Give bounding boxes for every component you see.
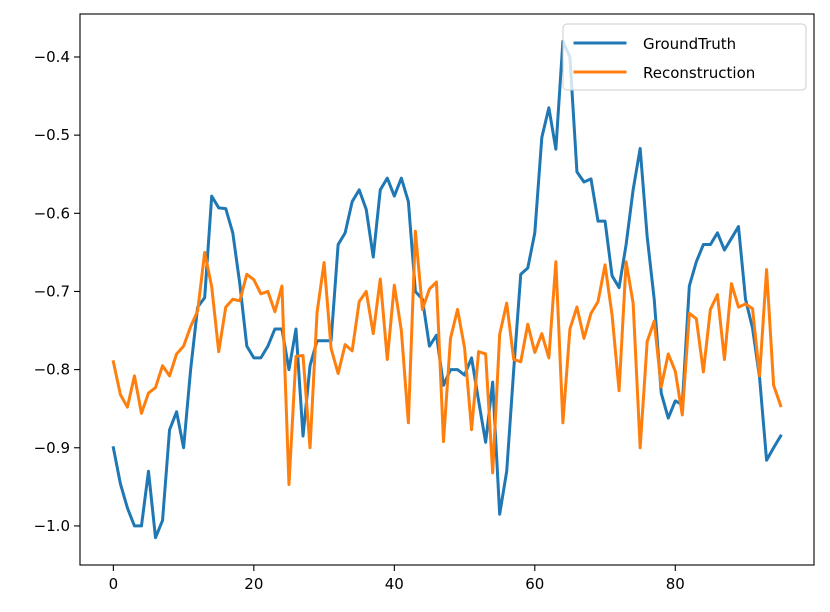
y-tick-label: −0.6 bbox=[34, 204, 70, 222]
series-layer bbox=[111, 39, 783, 540]
x-tick-label: 60 bbox=[525, 575, 544, 593]
y-tick-label: −0.9 bbox=[34, 439, 70, 457]
x-tick-label: 20 bbox=[244, 575, 263, 593]
y-tick-label: −1.0 bbox=[34, 517, 70, 535]
legend-label-reconstruction: Reconstruction bbox=[643, 64, 755, 82]
x-tick-label: 40 bbox=[385, 575, 404, 593]
x-tick-label: 80 bbox=[666, 575, 685, 593]
plot-area bbox=[80, 14, 814, 565]
y-tick-label: −0.5 bbox=[34, 126, 70, 144]
y-tick-label: −0.4 bbox=[34, 48, 70, 66]
y-axis: −1.0 −0.9 −0.8 −0.7 −0.6 −0.5 −0.4 bbox=[34, 48, 80, 535]
x-axis: 0 20 40 60 80 bbox=[109, 565, 685, 593]
plot-frame bbox=[79, 13, 815, 566]
series-line-reconstruction bbox=[111, 229, 783, 486]
x-tick-label: 0 bbox=[109, 575, 119, 593]
y-tick-label: −0.7 bbox=[34, 282, 70, 300]
y-tick-label: −0.8 bbox=[34, 361, 70, 379]
legend: GroundTruth Reconstruction bbox=[562, 23, 807, 91]
legend-label-groundtruth: GroundTruth bbox=[643, 35, 736, 53]
